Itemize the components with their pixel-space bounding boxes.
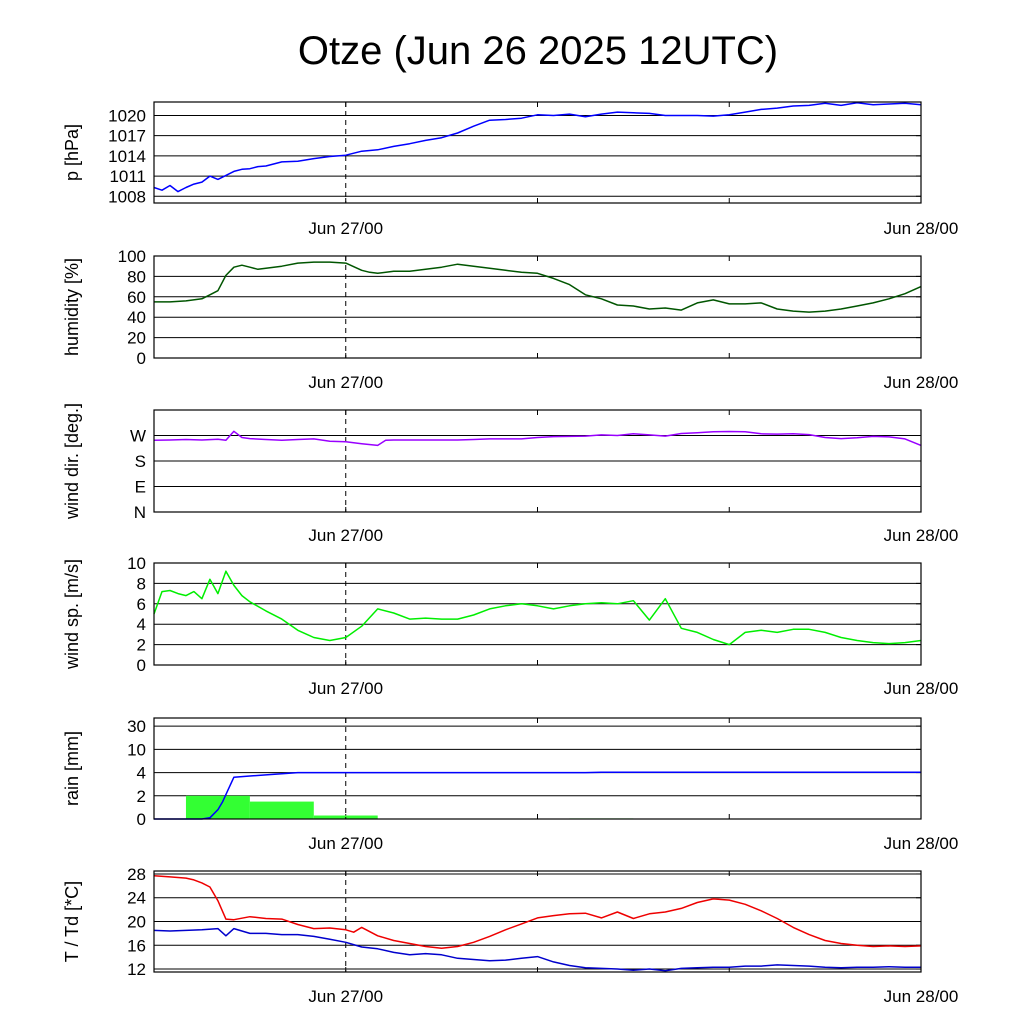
plot-frame xyxy=(153,717,922,820)
y-tick-label: 0 xyxy=(137,656,146,675)
y-tick-label: 10 xyxy=(127,740,146,759)
y-tick-label: S xyxy=(135,452,146,471)
y-tick-label: 28 xyxy=(127,865,146,884)
y-tick-label: 0 xyxy=(137,810,146,829)
y-axis-label: T / Td [*C] xyxy=(62,881,82,962)
y-tick-label: 1014 xyxy=(108,147,146,166)
x-tick-label: Jun 27/00 xyxy=(308,526,383,545)
y-tick-label: 4 xyxy=(137,615,146,634)
plot-frame xyxy=(153,870,922,973)
panel-4: 0 2 4 10 30 rain [mm] Jun 27/00 Jun 28/00 xyxy=(62,717,958,853)
y-tick-label: 1017 xyxy=(108,127,146,146)
x-tick-label: Jun 28/00 xyxy=(884,373,959,392)
y-tick-label: 16 xyxy=(127,936,146,955)
y-tick-label: 24 xyxy=(127,889,146,908)
x-tick-label: Jun 28/00 xyxy=(884,219,959,238)
y-tick-label: W xyxy=(130,427,146,446)
series-line-0 xyxy=(153,875,922,949)
y-tick-label: 2 xyxy=(137,787,146,806)
plot-frame xyxy=(153,255,922,359)
x-tick-label: Jun 27/00 xyxy=(308,834,383,853)
y-tick-label: 10 xyxy=(127,554,146,573)
y-tick-label: 4 xyxy=(137,764,146,783)
plot-frame xyxy=(153,562,922,666)
y-tick-label: 1011 xyxy=(109,167,146,186)
panel-3: 02 46 810 wind sp. [m/s] Jun 27/00 Jun 28/00 xyxy=(62,554,958,698)
panel-5: 12 16 20 24 28 T / Td [*C] Jun 27/00 Jun 28/00 xyxy=(62,865,958,1006)
y-tick-label: 8 xyxy=(137,574,146,593)
x-tick-label: Jun 27/00 xyxy=(308,373,383,392)
plot-frame xyxy=(153,101,922,204)
x-tick-label: Jun 28/00 xyxy=(884,834,959,853)
y-tick-label: 60 xyxy=(127,288,146,307)
y-axis-label: p [hPa] xyxy=(62,124,82,181)
x-tick-label: Jun 27/00 xyxy=(308,219,383,238)
x-tick-label: Jun 27/00 xyxy=(308,679,383,698)
y-tick-label: 30 xyxy=(127,717,146,736)
y-tick-label: N xyxy=(134,503,146,522)
x-tick-label: Jun 28/00 xyxy=(884,987,959,1006)
series-line-0 xyxy=(154,771,921,820)
y-axis-label: wind sp. [m/s] xyxy=(62,559,82,670)
rain-bar xyxy=(249,801,314,819)
x-tick-label: Jun 27/00 xyxy=(308,987,383,1006)
y-tick-label: E xyxy=(135,478,146,497)
y-tick-label: 1020 xyxy=(108,106,146,125)
y-tick-label: 40 xyxy=(127,308,146,327)
y-tick-label: 100 xyxy=(118,247,146,266)
chart-title: Otze (Jun 26 2025 12UTC) xyxy=(298,29,778,73)
y-tick-label: 20 xyxy=(127,913,146,932)
y-axis-label: humidity [%] xyxy=(62,258,82,356)
y-axis-label: wind dir. [deg.] xyxy=(62,403,82,520)
series-line-0 xyxy=(153,430,922,447)
y-tick-label: 0 xyxy=(137,349,146,368)
rain-bar xyxy=(185,795,250,819)
x-tick-label: Jun 28/00 xyxy=(884,679,959,698)
y-tick-label: 1008 xyxy=(108,187,146,206)
series-line-0 xyxy=(153,101,922,193)
series-line-0 xyxy=(153,570,922,646)
series-line-1 xyxy=(153,927,921,972)
y-tick-label: 2 xyxy=(137,636,146,655)
y-tick-label: 80 xyxy=(127,267,146,286)
series-line-0 xyxy=(154,261,922,313)
y-axis-label: rain [mm] xyxy=(62,731,82,806)
y-tick-label: 20 xyxy=(127,329,146,348)
plot-frame xyxy=(153,409,922,513)
x-tick-label: Jun 28/00 xyxy=(884,526,959,545)
y-tick-label: 6 xyxy=(137,595,146,614)
y-tick-label: 12 xyxy=(127,960,146,979)
